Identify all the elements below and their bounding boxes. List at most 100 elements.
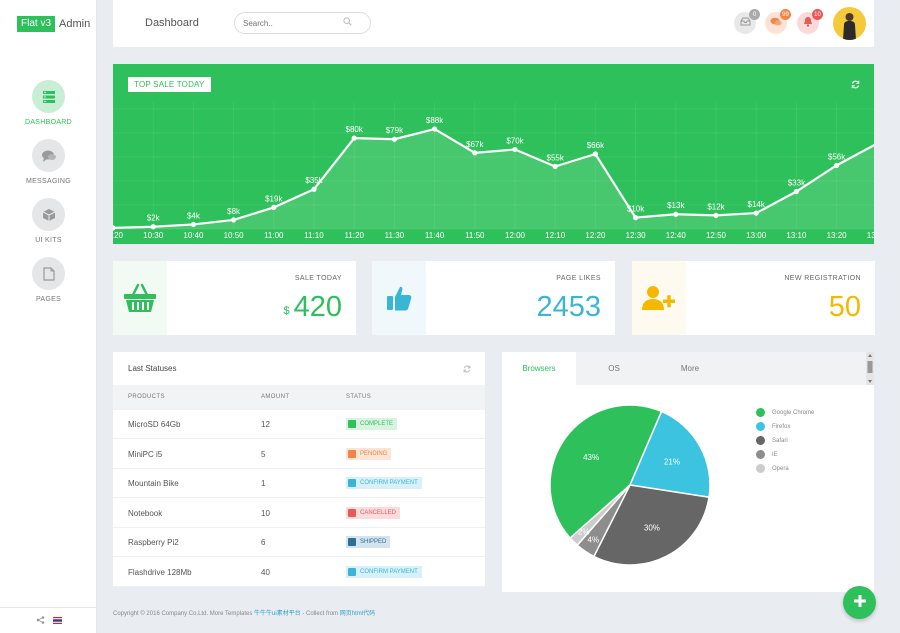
column-header-amount: AMOUNT xyxy=(261,394,290,400)
chart-legend: Google Chrome Firefox Safari IE Opera xyxy=(756,408,814,478)
slice-label: 4% xyxy=(588,535,600,544)
add-button[interactable] xyxy=(843,586,876,619)
legend-label: Opera xyxy=(772,465,789,472)
x-tick-label: 12:20 xyxy=(585,231,606,240)
pie-slice[interactable] xyxy=(628,410,711,499)
currency-symbol: $ xyxy=(283,305,290,317)
data-point[interactable] xyxy=(271,204,277,211)
data-point[interactable] xyxy=(472,150,478,156)
stat-label: SALE TODAY xyxy=(294,275,342,282)
legend-swatch xyxy=(756,436,765,445)
flag-icon[interactable] xyxy=(52,615,62,627)
table-row[interactable]: Mountain Bike 1 CONFIRM PAYMENT xyxy=(113,469,485,498)
brand-text: Admin xyxy=(59,18,91,30)
alerts-button[interactable]: 10 xyxy=(797,9,823,34)
data-point[interactable] xyxy=(673,211,679,217)
messages-button[interactable]: 99 xyxy=(765,9,791,34)
sidebar-item-dashboard[interactable]: DASHBOARD xyxy=(0,80,97,126)
table-row[interactable]: Raspberry Pi2 6 SHIPPED xyxy=(113,528,485,557)
refresh-icon[interactable] xyxy=(463,364,471,376)
share-icon[interactable] xyxy=(36,615,45,627)
clock-icon xyxy=(348,449,356,458)
data-point[interactable] xyxy=(552,163,558,170)
browser-pie-chart: 43% 21% 30% 4%2% xyxy=(549,404,711,566)
table-row[interactable]: Flashdrive 128Mb 40 CONFIRM PAYMENT xyxy=(113,558,485,587)
top-sale-chart-panel: $2k $4k $8k $19k $35k $80k $79k $88k $67k $70k $55… xyxy=(113,64,874,244)
legend-item[interactable]: Google Chrome xyxy=(756,408,814,417)
x-tick-label: 11:40 xyxy=(425,231,445,240)
legend-item[interactable]: Opera xyxy=(756,464,814,473)
tab-os[interactable]: OS xyxy=(608,364,620,373)
legend-swatch xyxy=(756,422,765,431)
table-row[interactable]: MiniPC i5 5 PENDING xyxy=(113,440,485,469)
avatar[interactable] xyxy=(833,7,866,40)
x-tick-label: 12:30 xyxy=(626,231,647,240)
pie-slice[interactable] xyxy=(592,484,710,566)
copyright-text: Copyright © 2016 Company Co.Ltd. More Te… xyxy=(113,611,255,617)
data-point[interactable] xyxy=(512,146,518,153)
pie-slice[interactable] xyxy=(549,404,663,540)
legend-item[interactable]: IE xyxy=(756,450,814,459)
brand-logo[interactable]: Flat v3 Admin xyxy=(17,16,90,32)
search-box xyxy=(234,12,371,34)
data-point[interactable] xyxy=(633,215,639,221)
slice-label: 21% xyxy=(664,458,680,467)
product-cell: MicroSD 64Gb xyxy=(128,420,181,429)
brand-badge: Flat v3 xyxy=(17,16,56,32)
search-input[interactable] xyxy=(243,18,343,28)
status-label: SHIPPED xyxy=(360,539,387,545)
file-icon xyxy=(32,257,65,290)
sidebar-item-ui-kits[interactable]: UI KITS xyxy=(0,198,97,244)
data-label: $19k xyxy=(265,194,283,203)
legend-swatch xyxy=(756,408,765,417)
data-point[interactable] xyxy=(190,221,196,228)
legend-swatch xyxy=(756,464,765,473)
data-point[interactable] xyxy=(311,186,317,192)
footer-link-templates[interactable]: 牛牛牛ui素材平台 xyxy=(254,611,301,617)
column-header-products: PRODUCTS xyxy=(128,394,165,400)
tab-browsers[interactable]: Browsers xyxy=(502,352,576,385)
x-tick-label: 12:40 xyxy=(666,231,687,240)
search-icon[interactable] xyxy=(343,17,352,29)
table-row[interactable]: MicroSD 64Gb 12 COMPLETE xyxy=(113,410,485,439)
amount-cell: 1 xyxy=(261,479,266,488)
status-badge: CONFIRM PAYMENT xyxy=(346,477,422,489)
amount-cell: 5 xyxy=(261,449,266,459)
bell-icon xyxy=(803,16,813,30)
data-point[interactable] xyxy=(113,225,116,231)
table-row[interactable]: Notebook 10 CANCELLED xyxy=(113,499,485,528)
data-point[interactable] xyxy=(231,217,237,223)
data-point[interactable] xyxy=(150,224,156,230)
stat-number: 2453 xyxy=(536,291,601,323)
column-header-status: STATUS xyxy=(346,394,372,400)
pie-slice[interactable] xyxy=(569,484,631,547)
data-point[interactable] xyxy=(592,151,598,157)
check-icon xyxy=(348,420,356,428)
inbox-icon xyxy=(740,17,751,29)
add-user-icon xyxy=(632,261,686,335)
data-point[interactable] xyxy=(351,135,357,141)
tab-more[interactable]: More xyxy=(680,364,700,373)
legend-item[interactable]: Safari xyxy=(756,436,814,445)
chat-icon xyxy=(32,139,65,172)
scrollbar[interactable] xyxy=(866,352,874,385)
sidebar-item-messaging[interactable]: MESSAGING xyxy=(0,139,97,185)
legend-item[interactable]: Firefox xyxy=(756,422,814,431)
product-cell: MiniPC i5 xyxy=(128,449,163,459)
data-point[interactable] xyxy=(432,126,438,132)
footer-link-source[interactable]: 网页html代码 xyxy=(339,611,376,617)
inbox-button[interactable]: 0 xyxy=(734,9,760,34)
card-icon xyxy=(348,479,356,487)
data-label: $4k xyxy=(187,211,201,220)
legend-label: IE xyxy=(772,451,778,458)
notification-badge: 0 xyxy=(749,9,760,20)
data-point[interactable] xyxy=(713,212,719,218)
stat-card-new-registration: NEW REGISTRATION 50 xyxy=(632,261,875,335)
data-point[interactable] xyxy=(834,162,840,168)
sidebar-item-pages[interactable]: PAGES xyxy=(0,257,97,303)
data-point[interactable] xyxy=(391,136,397,142)
data-point[interactable] xyxy=(753,210,759,216)
refresh-icon[interactable] xyxy=(851,80,860,92)
data-point[interactable] xyxy=(793,188,800,195)
legend-swatch xyxy=(756,450,765,459)
